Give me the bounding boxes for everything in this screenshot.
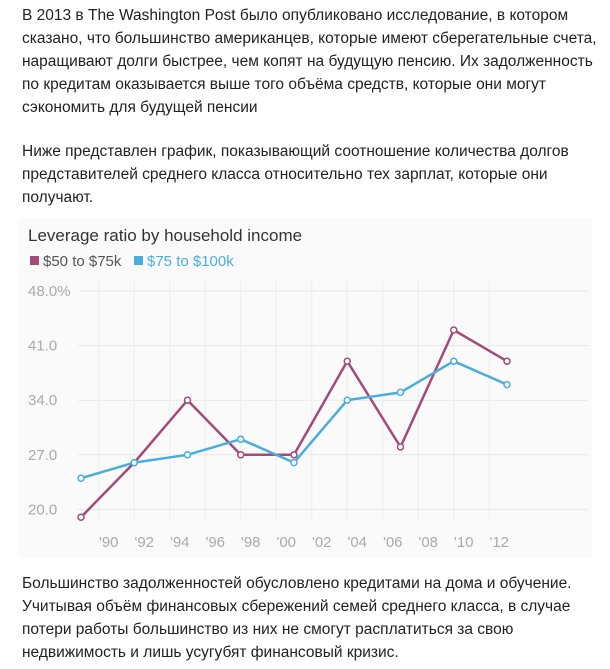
data-point [396, 388, 405, 397]
legend-label: $50 to $75k [43, 253, 122, 270]
chart-title: Leverage ratio by household income [28, 226, 302, 245]
x-tick-label: '94 [170, 534, 190, 551]
chart-intro-paragraph: Ниже представлен график, показывающий со… [22, 143, 569, 206]
data-point [503, 380, 511, 389]
x-tick-label: '92 [134, 534, 154, 551]
data-point [77, 513, 85, 521]
data-point [183, 396, 192, 404]
x-tick-label: '04 [347, 534, 367, 551]
intro-paragraph: В 2013 в The Washington Post было опубли… [22, 7, 597, 116]
series-line-0 [80, 328, 508, 519]
data-point [343, 357, 351, 365]
data-point [396, 443, 405, 451]
x-tick-label: '00 [276, 534, 296, 551]
conclusion-paragraph: Большинство задолженностей обусловлено к… [22, 575, 572, 661]
data-point [183, 451, 192, 459]
legend-label: $75 to $100k [147, 253, 234, 270]
data-point [450, 326, 458, 334]
legend-swatch [30, 256, 39, 265]
data-point [237, 435, 245, 443]
x-tick-label: '96 [205, 534, 225, 551]
data-point [290, 458, 298, 467]
x-tick-label: '10 [454, 534, 474, 551]
y-tick-label: 27.0 [28, 447, 57, 464]
x-tick-label: '06 [383, 534, 403, 551]
data-point [343, 396, 351, 404]
data-point [130, 458, 138, 467]
y-tick-label: 48.0% [28, 283, 71, 300]
x-tick-label: '08 [418, 534, 438, 551]
data-point [503, 357, 511, 365]
data-point [290, 451, 298, 459]
x-tick-label: '90 [99, 534, 119, 551]
x-tick-label: '12 [489, 534, 509, 551]
legend-swatch [134, 256, 143, 265]
data-point [237, 451, 245, 459]
y-tick-label: 34.0 [28, 392, 57, 409]
leverage-chart: Leverage ratio by household income $50 to… [18, 219, 592, 557]
data-point [77, 474, 85, 482]
x-tick-label: '98 [241, 534, 261, 551]
y-tick-label: 20.0 [28, 501, 57, 518]
x-tick-label: '02 [312, 534, 332, 551]
y-tick-label: 41.0 [28, 338, 57, 355]
data-point [450, 357, 458, 365]
